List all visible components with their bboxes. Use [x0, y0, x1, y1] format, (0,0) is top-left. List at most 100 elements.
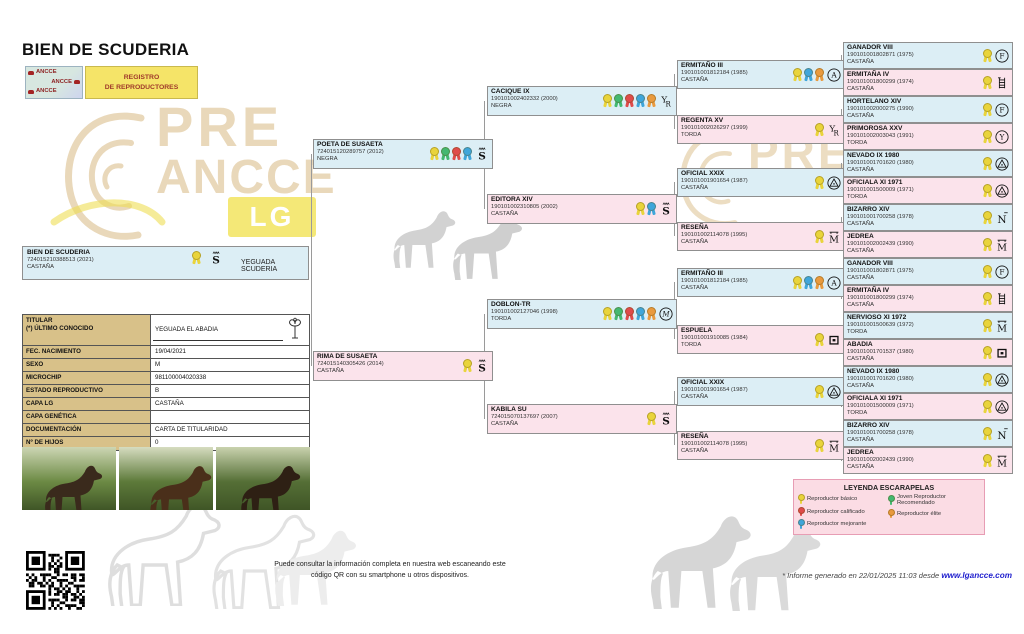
lgancce-link[interactable]: www.lgancce.com — [941, 571, 1012, 580]
info-row: FEC. NACIMIENTO 19/04/2021 — [22, 346, 310, 360]
rosette-yellow-icon — [983, 264, 992, 279]
horse-name: ABADIA — [847, 341, 873, 348]
horse-rosettes — [982, 183, 1009, 198]
rosette-yellow-icon — [983, 345, 992, 360]
horse-rosettes — [982, 291, 1009, 306]
horse-rosettes: N — [982, 210, 1009, 225]
info-value: B — [155, 387, 160, 395]
info-value: CARTA DE TITULARIDAD — [155, 426, 228, 434]
horse-coat: CASTAÑA — [847, 220, 874, 227]
m-circled-brand-icon: M — [659, 307, 673, 321]
horse-number: 190101001812184 (1985) — [681, 277, 748, 284]
horse-name: ERMITAÑA IV — [847, 71, 890, 78]
s-crown-brand-icon: S — [475, 147, 489, 161]
horse-coat: TORDA — [847, 328, 868, 335]
horse-name: JEDREA — [847, 449, 874, 456]
horse-number: 190101001910085 (1984) — [681, 334, 748, 341]
horse-number: 190101002003043 (1991) — [847, 132, 914, 139]
rosette-yellow-icon — [983, 183, 992, 198]
info-row: SEXO M — [22, 359, 310, 373]
pre-logo-watermark-icon — [50, 112, 166, 240]
subject-number: 724015210388513 (2021) — [27, 256, 94, 263]
info-label: CAPA LG — [23, 398, 151, 411]
horse-coat: CASTAÑA — [681, 447, 708, 454]
svg-text:N: N — [997, 213, 1006, 224]
horse-name: ERMITAÑO III — [681, 62, 724, 69]
horse-rosettes — [814, 175, 841, 190]
horse-rosettes: A — [792, 275, 841, 290]
rosette-green-icon — [614, 94, 623, 108]
horse-name: HORTELANO XIV — [847, 98, 902, 105]
subject-horse-box: BIEN DE SCUDERIA 724015210388513 (2021) … — [22, 246, 309, 280]
ancce-logo-text: ANCCE — [36, 88, 57, 95]
s-crown-brand-icon: S — [475, 359, 489, 373]
svg-text:A: A — [830, 70, 837, 79]
horse-coat: TORDA — [847, 139, 868, 146]
svg-text:M: M — [661, 311, 670, 319]
horse-rosettes — [982, 156, 1009, 171]
pedigree-box: RESEÑA 190101002114078 (1995) CASTAÑA M — [677, 431, 845, 460]
info-row: CAPA GENÉTICA — [22, 411, 310, 425]
legend-title: LEYENDA ESCARAPELAS — [843, 483, 935, 492]
pedigree-box: OFICIALA XI 1971 190101001500009 (1971) … — [843, 393, 1013, 420]
horse-rosettes: F — [982, 264, 1009, 279]
rosette-orange-icon — [815, 275, 824, 290]
horse-coat: CASTAÑA — [847, 436, 874, 443]
horse-number: 190101001701620 (1980) — [847, 375, 914, 382]
horse-number: 190101002002439 (1990) — [847, 456, 914, 463]
horse-name: ERMITAÑA IV — [847, 287, 890, 294]
horse-rosettes: N — [982, 426, 1009, 441]
horse-coat: CASTAÑA — [491, 420, 518, 427]
horse-coat: CASTAÑA — [847, 85, 874, 92]
horse-number: 190101002402332 (2000) — [491, 95, 558, 102]
pedigree-box: ESPUELA 190101001910085 (1984) TORDA — [677, 325, 845, 354]
rosette-legend: LEYENDA ESCARAPELAS Reproductor básico Re… — [793, 479, 985, 535]
info-label: MICROCHIP — [23, 372, 151, 385]
svg-text:S: S — [662, 205, 670, 216]
horse-coat: CASTAÑA — [317, 367, 344, 374]
m-bar-brand-icon: M — [995, 238, 1009, 252]
horse-number: 190101001802871 (1975) — [847, 267, 914, 274]
rosette-yellow-icon — [815, 229, 824, 244]
horse-name: NERVIOSO XI 1972 — [847, 314, 907, 321]
horse-number: 190101001700258 (1978) — [847, 213, 914, 220]
svg-text:S: S — [662, 415, 670, 426]
horse-name: ESPUELA — [681, 327, 713, 334]
svg-text:S: S — [478, 150, 486, 161]
horse-silhouette-watermark — [393, 211, 456, 269]
horse-number: 190101001500009 (1971) — [847, 186, 914, 193]
s-crown-brand-icon: S — [209, 251, 223, 265]
titular-brand-icon — [289, 317, 301, 339]
rosette-red-icon — [625, 94, 634, 108]
registro-reproductores-badge: REGISTRO DE REPRODUCTORES — [85, 66, 198, 99]
page-title: BIEN DE SCUDERIA — [22, 40, 190, 59]
horse-coat: TORDA — [681, 341, 702, 348]
rosette-yellow-icon — [793, 275, 802, 290]
horse-name: REGENTA XV — [681, 117, 724, 124]
ladder-brand-icon — [995, 292, 1009, 306]
pedigree-box: ABADIA 190101001701537 (1980) CASTAÑA — [843, 339, 1013, 366]
horse-coat: CASTAÑA — [681, 284, 708, 291]
info-label: SEXO — [23, 359, 151, 372]
horse-number: 190101001800299 (1974) — [847, 78, 914, 85]
svg-text:Y: Y — [999, 132, 1005, 141]
f-circled-brand-icon: F — [995, 102, 1009, 117]
rosette-yellow-icon — [793, 67, 802, 82]
horse-rosettes: M — [602, 307, 673, 321]
horse-name: JEDREA — [847, 233, 874, 240]
horse-name: OFICIALA XI 1971 — [847, 395, 903, 402]
rosette-blue-icon — [647, 202, 656, 216]
pedigree-box: JEDREA 190101002002439 (1990) CASTAÑA M — [843, 447, 1013, 474]
horse-name: PRIMOROSA XXV — [847, 125, 903, 132]
report-generated-note: * Informe generado en 22/01/2025 11:03 d… — [782, 571, 1012, 580]
horse-rosettes: S — [635, 202, 673, 216]
n-brand-brand-icon: N — [995, 427, 1009, 441]
horse-name: RESEÑA — [681, 224, 709, 231]
rosette-orange-icon — [647, 307, 656, 321]
info-label: DOCUMENTACIÓN — [23, 424, 151, 437]
pedigree-box: JEDREA 190101002002439 (1990) CASTAÑA M — [843, 231, 1013, 258]
qr-code — [26, 551, 85, 615]
rosette-yellow-icon — [815, 122, 824, 137]
